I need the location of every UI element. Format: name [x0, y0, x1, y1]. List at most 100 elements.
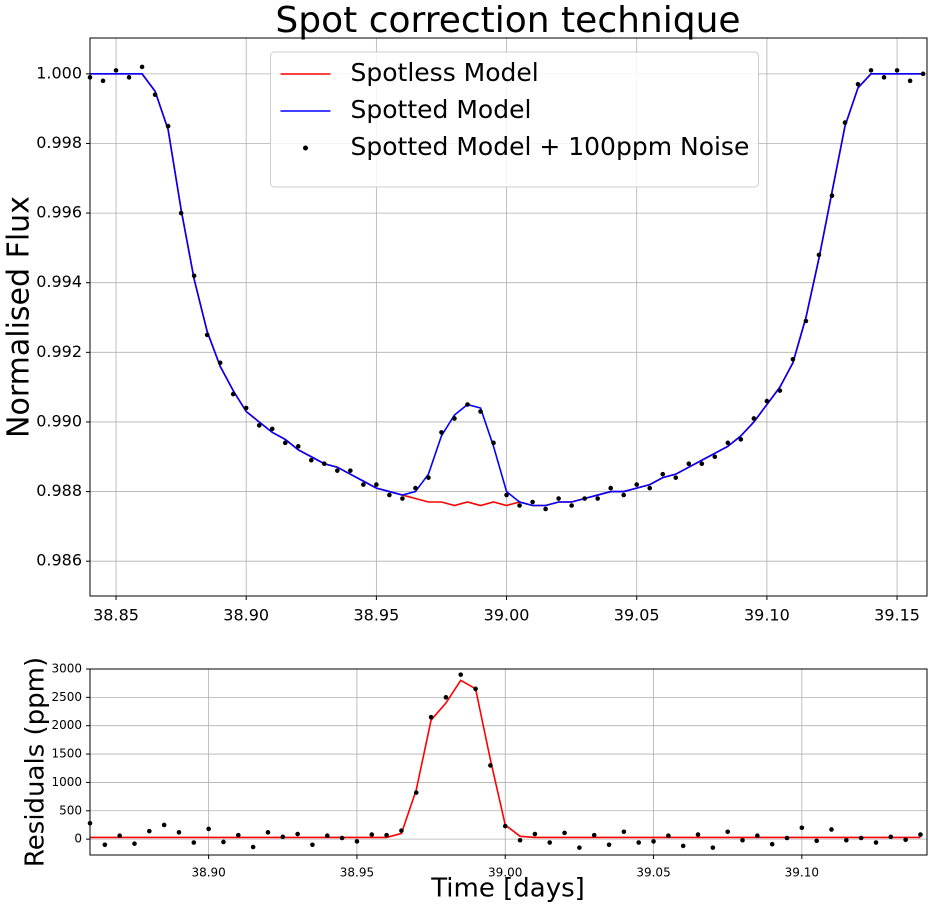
y-axis-label: Normalised Flux [2, 196, 37, 438]
data-point [888, 834, 894, 840]
data-point [751, 416, 757, 421]
data-point [532, 831, 538, 837]
x-tick-label: 39.05 [636, 866, 670, 880]
y-tick-label: 0.990 [36, 411, 82, 430]
legend-label: Spotted Model + 100ppm Noise [351, 132, 750, 161]
data-point [152, 92, 158, 98]
data-point [666, 833, 671, 839]
x-tick-label: 38.90 [191, 866, 225, 880]
data-point [465, 402, 470, 407]
data-point [799, 825, 805, 831]
data-point [443, 695, 449, 700]
data-point [710, 845, 716, 850]
legend-swatch [303, 145, 308, 151]
data-point [868, 68, 874, 73]
data-point [920, 71, 926, 77]
data-point [139, 64, 145, 70]
data-point [651, 839, 656, 844]
legend-box [270, 51, 759, 188]
data-point [335, 468, 340, 473]
data-point [452, 416, 457, 421]
plot-frame [89, 668, 928, 856]
data-point [235, 832, 241, 838]
y-tick-label: 0.988 [36, 481, 82, 500]
data-point [816, 252, 822, 258]
data-point [680, 843, 686, 849]
data-point [582, 496, 587, 501]
legend-label: Spotted Model [351, 95, 532, 124]
data-point [100, 78, 106, 84]
data-point [725, 440, 731, 446]
data-point [204, 332, 210, 338]
data-point [161, 822, 167, 828]
y-tick-label: 1000 [51, 775, 82, 789]
data-point [517, 503, 522, 508]
data-point [147, 828, 152, 834]
data-point [413, 485, 418, 491]
data-point [348, 468, 353, 473]
data-point [230, 391, 236, 397]
y-tick-label: 0 [74, 832, 82, 846]
data-point [855, 81, 861, 87]
data-point [699, 461, 705, 467]
data-point [295, 444, 301, 449]
data-point [269, 426, 275, 432]
data-point [282, 440, 288, 446]
data-point [673, 475, 679, 480]
data-point [606, 842, 612, 848]
data-point [873, 840, 879, 845]
x-tick-label: 39.15 [874, 606, 920, 625]
data-point [621, 829, 627, 835]
chart-title: Spot correction technique [275, 0, 740, 41]
data-point [400, 496, 405, 501]
legend-label: Spotless Model [351, 58, 539, 87]
data-point [250, 844, 256, 850]
data-point [488, 763, 493, 768]
x-tick-label: 39.10 [744, 606, 790, 625]
data-point [660, 471, 666, 477]
data-point [478, 409, 483, 414]
data-point [354, 839, 360, 844]
data-point [339, 835, 345, 841]
data-point [384, 832, 389, 838]
data-point [178, 210, 184, 216]
data-point [374, 482, 379, 487]
data-point [562, 830, 567, 836]
y-tick-label: 1500 [51, 747, 82, 761]
x-tick-label: 38.85 [93, 606, 139, 625]
data-point [803, 318, 809, 324]
data-point [165, 123, 171, 129]
data-point [217, 360, 223, 366]
data-point [591, 832, 597, 838]
data-point [881, 75, 887, 80]
y-tick-label: 1.000 [36, 63, 82, 82]
data-point [547, 840, 553, 845]
y-tick-label: 0.986 [36, 551, 82, 570]
data-point [814, 838, 819, 844]
y-tick-label: 0.992 [36, 342, 82, 361]
y-tick-label: 0.994 [36, 272, 82, 291]
data-point [621, 492, 627, 498]
y-tick-label: 0.996 [36, 203, 82, 222]
data-point [894, 68, 900, 73]
data-point [829, 827, 834, 832]
data-point [829, 193, 835, 198]
data-point [221, 839, 226, 845]
data-point [413, 790, 419, 795]
data-point [738, 437, 744, 442]
data-point [206, 826, 211, 832]
x-tick-label: 39.05 [614, 606, 660, 625]
data-point [280, 834, 286, 840]
data-point [458, 672, 464, 677]
data-point [473, 686, 478, 692]
data-point [504, 492, 509, 498]
data-point [569, 503, 574, 508]
data-point [686, 461, 692, 467]
data-point [634, 482, 640, 487]
data-point [295, 831, 300, 837]
data-point [907, 78, 913, 84]
y-tick-label: 2000 [51, 718, 82, 732]
data-point [428, 714, 434, 720]
data-point [324, 833, 330, 839]
